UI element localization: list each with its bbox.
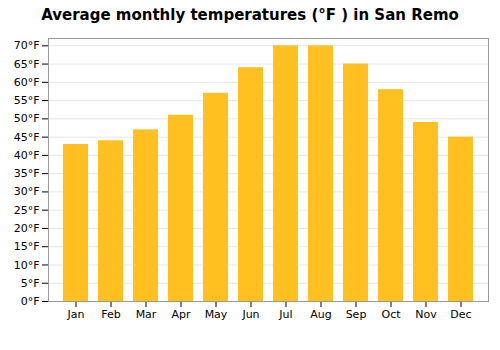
svg-text:5°F: 5°F xyxy=(21,277,40,290)
svg-text:Apr: Apr xyxy=(171,308,191,321)
svg-text:35°F: 35°F xyxy=(14,167,40,180)
svg-text:Jul: Jul xyxy=(278,308,292,321)
svg-text:Nov: Nov xyxy=(415,308,437,321)
svg-text:15°F: 15°F xyxy=(14,240,40,253)
svg-text:0°F: 0°F xyxy=(21,295,40,308)
svg-text:50°F: 50°F xyxy=(14,112,40,125)
html-text:Average monthly temperatures (: Average monthly temperatures (°F ) in Sa… xyxy=(41,6,459,24)
svg-text:65°F: 65°F xyxy=(14,58,40,71)
svg-text:45°F: 45°F xyxy=(14,131,40,144)
svg-text:70°F: 70°F xyxy=(14,39,40,52)
svg-text:Dec: Dec xyxy=(450,308,471,321)
svg-text:Aug: Aug xyxy=(310,308,331,321)
svg-text:60°F: 60°F xyxy=(14,76,40,89)
svg-text:40°F: 40°F xyxy=(14,149,40,162)
svg-text:Mar: Mar xyxy=(136,308,157,321)
svg-text:20°F: 20°F xyxy=(14,222,40,235)
svg-text:30°F: 30°F xyxy=(14,185,40,198)
svg-text:Sep: Sep xyxy=(346,308,367,321)
svg-text:Jan: Jan xyxy=(67,308,85,321)
svg-text:10°F: 10°F xyxy=(14,258,40,271)
svg-text:Feb: Feb xyxy=(101,308,120,321)
svg-text:Jun: Jun xyxy=(241,308,259,321)
svg-text:25°F: 25°F xyxy=(14,204,40,217)
svg-text:May: May xyxy=(205,308,228,321)
svg-text:55°F: 55°F xyxy=(14,94,40,107)
svg-text:Oct: Oct xyxy=(381,308,401,321)
